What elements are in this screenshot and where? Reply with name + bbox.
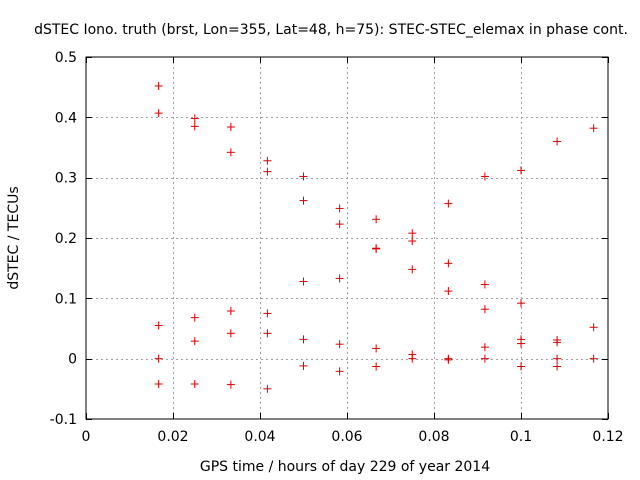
data-point (154, 81, 163, 90)
data-point (263, 384, 272, 393)
data-point (226, 307, 235, 316)
data-point (372, 362, 381, 371)
y-tick-label: 0.1 (55, 291, 77, 307)
data-point (299, 361, 308, 370)
x-tick-label: 0 (82, 429, 91, 445)
data-point (589, 323, 598, 332)
data-point (372, 344, 381, 353)
x-tick-label: 0.1 (510, 429, 532, 445)
data-point (553, 362, 562, 371)
data-point (553, 338, 562, 347)
x-tick-labels: 0 0.02 0.04 0.06 0.08 0.1 0.12 (82, 429, 624, 445)
data-point (480, 305, 489, 314)
data-point (263, 167, 272, 176)
x-tick-label: 0.06 (331, 429, 362, 445)
data-point (335, 220, 344, 229)
data-point (408, 265, 417, 274)
data-point (299, 335, 308, 344)
y-tick-label: 0.4 (55, 110, 77, 126)
grid-lines (86, 57, 608, 419)
y-tick-labels: -0.1 0 0.1 0.2 0.3 0.4 0.5 (50, 50, 77, 428)
data-point (480, 354, 489, 363)
chart-title: dSTEC Iono. truth (brst, Lon=355, Lat=48… (34, 22, 628, 38)
data-point (190, 313, 199, 322)
x-axis-label: GPS time / hours of day 229 of year 2014 (200, 459, 490, 475)
data-point (154, 354, 163, 363)
x-tick-label: 0.02 (157, 429, 188, 445)
data-point (444, 199, 453, 208)
axis-ticks (86, 57, 609, 420)
data-point (480, 343, 489, 352)
data-point (154, 321, 163, 330)
data-point (299, 172, 308, 181)
data-point (372, 244, 381, 253)
data-point (263, 309, 272, 318)
data-point (408, 237, 417, 246)
data-point (226, 148, 235, 157)
data-point (190, 114, 199, 123)
data-point (408, 354, 417, 363)
data-point (299, 277, 308, 286)
data-point (372, 215, 381, 224)
data-point (517, 339, 525, 348)
data-point (226, 122, 235, 131)
y-tick-label: 0.3 (55, 171, 77, 187)
data-point (335, 204, 344, 213)
data-point (226, 380, 235, 389)
data-point (517, 362, 525, 371)
data-point (480, 280, 489, 289)
y-tick-label: 0.5 (55, 50, 77, 66)
data-point (190, 380, 199, 389)
x-tick-label: 0.08 (418, 429, 449, 445)
data-point (408, 229, 417, 238)
data-point (589, 124, 598, 133)
data-point (263, 329, 272, 338)
data-point (444, 287, 453, 296)
data-point (444, 355, 453, 364)
data-point (444, 259, 453, 268)
data-point (154, 109, 163, 118)
data-point (154, 380, 163, 389)
data-point (263, 156, 272, 165)
data-point (517, 299, 525, 308)
x-tick-label: 0.12 (592, 429, 623, 445)
data-point (299, 196, 308, 205)
y-tick-label: -0.1 (50, 412, 77, 428)
data-point (226, 329, 235, 338)
data-point (335, 367, 344, 376)
y-tick-label: 0 (68, 352, 77, 368)
data-point (335, 340, 344, 349)
data-point (190, 122, 199, 131)
data-point (190, 337, 199, 346)
y-axis-label: dSTEC / TECUs (6, 186, 22, 289)
y-tick-label: 0.2 (55, 231, 77, 247)
data-point (480, 172, 489, 181)
data-point (553, 354, 562, 363)
data-point (335, 274, 344, 283)
data-point (553, 137, 562, 146)
data-point (517, 166, 525, 175)
data-point (589, 354, 598, 363)
data-points (154, 81, 598, 393)
x-tick-label: 0.04 (244, 429, 275, 445)
